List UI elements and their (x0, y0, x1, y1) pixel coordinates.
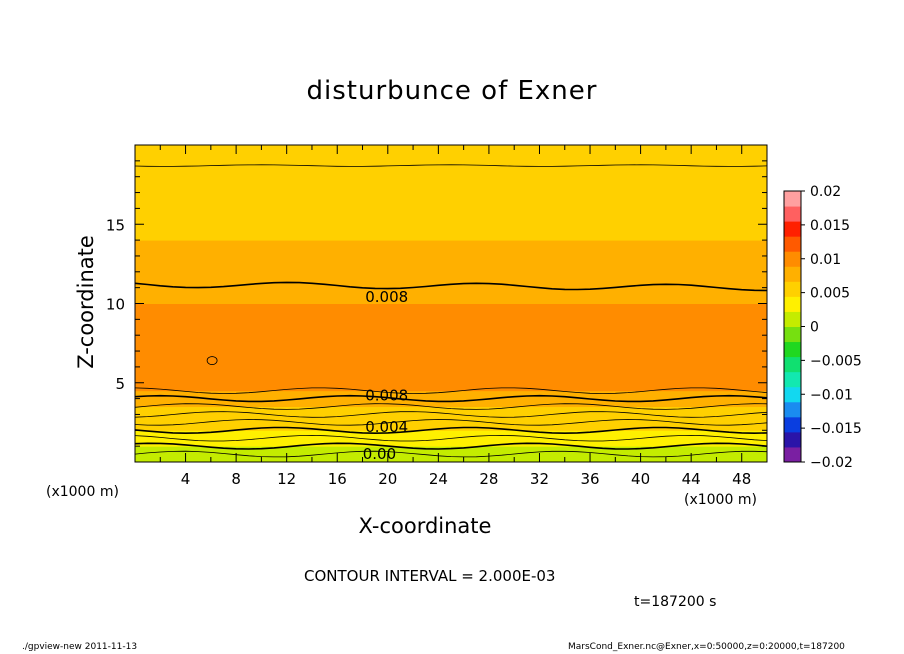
chart-title: disturbunce of Exner (306, 76, 598, 106)
x-tick-label: 48 (732, 470, 751, 488)
time-text: t=187200 s (634, 594, 717, 610)
contour-line (134, 387, 768, 394)
contour-band (135, 287, 767, 304)
y-tick-label: 15 (106, 216, 125, 234)
x-tick-label: 20 (378, 470, 397, 488)
colorbar: 0.02 0.015 0.01 0.005 0 −0.005 −0.01 −0.015 −0.0… (783, 184, 862, 471)
contour-band (135, 303, 767, 320)
contour-fill-bands (135, 145, 767, 463)
contour-line (134, 411, 768, 418)
contour-band (135, 438, 767, 447)
colorbar-tick-label: −0.01 (810, 387, 853, 403)
x-axis-ticks: 4 8 12 16 20 24 28 32 36 40 44 48 (134, 145, 768, 488)
contour-band (135, 454, 767, 463)
contour-lines (134, 164, 768, 458)
contour-band (135, 351, 767, 368)
y-tick-label: 5 (115, 375, 125, 393)
colorbar-swatch (784, 326, 801, 343)
colorbar-swatch (784, 446, 801, 463)
colorbar-swatch (784, 221, 801, 237)
contour-line (134, 426, 768, 435)
colorbar-swatch (784, 431, 801, 448)
contour-label: 0.008 (365, 386, 408, 404)
footer-right: MarsCond_Exner.nc@Exner,x=0:50000,z=0:20… (568, 642, 845, 652)
contour-band (135, 398, 767, 408)
colorbar-swatch (784, 296, 801, 312)
contour-band (135, 240, 767, 273)
contour-band (135, 335, 767, 352)
x-tick-label: 24 (429, 470, 448, 488)
contour-line (134, 434, 768, 442)
contour-label: 0.004 (365, 418, 408, 436)
contour-band (135, 414, 767, 423)
colorbar-swatch (784, 416, 801, 433)
colorbar-swatch (784, 356, 801, 373)
y-axis-ticks: 5 10 15 (106, 144, 767, 463)
colorbar-tick-label: 0.015 (810, 218, 850, 234)
colorbar-swatch (784, 206, 801, 222)
colorbar-swatch (784, 251, 801, 267)
y-axis-label: Z-coordinate (74, 235, 98, 369)
x-unit-label-left: (x1000 m) (46, 484, 119, 500)
x-axis-label: X-coordinate (358, 514, 492, 538)
contour-band (135, 168, 767, 209)
colorbar-swatch (784, 341, 801, 358)
colorbar-swatch (784, 386, 801, 403)
contour-interval-text: CONTOUR INTERVAL = 2.000E-03 (304, 567, 556, 585)
colorbar-swatch (784, 401, 801, 418)
contour-band (135, 430, 767, 439)
colorbar-tick-label: 0.01 (810, 252, 841, 268)
colorbar-tick-label: −0.005 (810, 353, 862, 369)
contour-line (134, 394, 768, 403)
colorbar-swatch (784, 371, 801, 388)
x-tick-label: 12 (277, 470, 296, 488)
contour-band (135, 390, 767, 400)
contour-band (135, 422, 767, 431)
x-tick-label: 16 (328, 470, 347, 488)
colorbar-swatch (784, 311, 801, 327)
x-tick-label: 4 (181, 470, 191, 488)
x-tick-label: 32 (530, 470, 549, 488)
x-tick-label: 8 (231, 470, 241, 488)
colorbar-swatch (784, 191, 801, 207)
contour-line (134, 419, 768, 426)
x-tick-label: 40 (631, 470, 650, 488)
colorbar-tick-label: −0.02 (810, 455, 853, 471)
contour-line (134, 281, 768, 292)
y-tick-label: 10 (106, 296, 125, 314)
contour-band (135, 366, 767, 384)
contour-band (135, 406, 767, 415)
contour-band (135, 271, 767, 289)
contour-line (134, 450, 768, 458)
x-tick-label: 36 (580, 470, 599, 488)
contour-label: 0.008 (365, 288, 408, 306)
colorbar-tick-label: −0.015 (810, 421, 862, 437)
contour-band (135, 382, 767, 392)
contour-line (134, 403, 768, 410)
contour-closed-loop (206, 356, 218, 365)
colorbar-tick-label: 0.02 (810, 184, 841, 200)
colorbar-swatch (784, 281, 801, 297)
colorbar-tick-label: 0 (810, 320, 819, 336)
x-unit-label-right: (x1000 m) (684, 492, 757, 508)
contour-band (135, 319, 767, 336)
contour-band (135, 208, 767, 241)
x-tick-label: 44 (682, 470, 701, 488)
colorbar-tick-label: 0.005 (810, 286, 850, 302)
contour-label: 0.00 (363, 445, 396, 463)
contour-line (134, 442, 768, 450)
colorbar-swatch (784, 266, 801, 282)
x-tick-label: 28 (479, 470, 498, 488)
contour-line (134, 164, 768, 167)
footer-left: ./gpview-new 2011-11-13 (22, 642, 138, 652)
colorbar-swatch (784, 236, 801, 252)
contour-band (135, 446, 767, 455)
